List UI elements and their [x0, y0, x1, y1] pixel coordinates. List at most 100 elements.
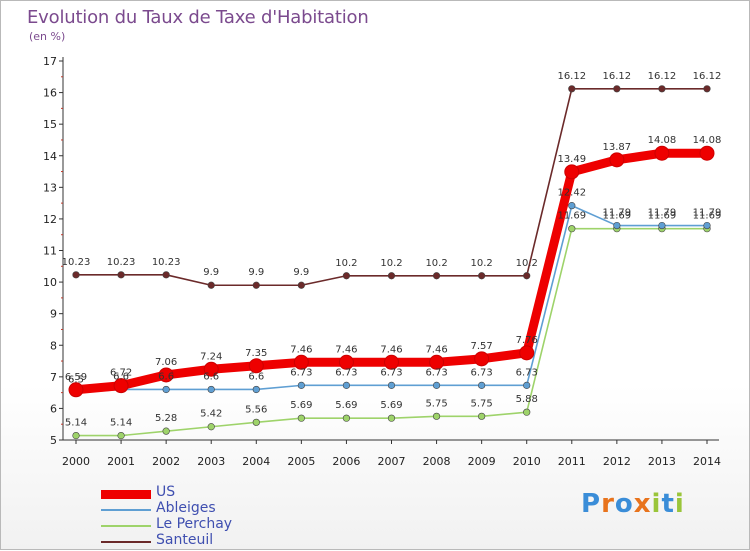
- x-tick-label: 2006: [332, 455, 360, 468]
- data-label-ableiges: 6.73: [471, 367, 493, 378]
- legend-item: Le Perchay: [101, 516, 321, 534]
- data-point-us: [384, 354, 399, 370]
- y-tick-label: 14: [43, 150, 57, 163]
- data-point-santeuil: [568, 85, 576, 93]
- legend-label: Ableiges: [156, 500, 216, 516]
- data-label-le-perchay: 5.14: [110, 418, 132, 429]
- data-point-le-perchay: [72, 431, 80, 440]
- x-tick-label: 2005: [287, 455, 315, 468]
- y-tick-label: 8: [50, 339, 57, 352]
- data-label-ableiges: 6.73: [335, 367, 357, 378]
- data-point-santeuil: [703, 85, 711, 93]
- data-label-ableiges: 11.79: [648, 208, 677, 219]
- data-point-santeuil: [478, 272, 486, 280]
- data-label-ableiges: 6.73: [516, 367, 538, 378]
- series-line-santeuil: [75, 87, 708, 287]
- data-label-santeuil: 16.12: [557, 71, 586, 82]
- data-point-santeuil: [432, 272, 441, 280]
- legend-label: US: [156, 484, 176, 500]
- data-label-le-perchay: 5.69: [380, 400, 402, 411]
- y-tick-label: 10: [43, 276, 57, 289]
- legend-swatch: [101, 509, 151, 511]
- data-label-ableiges: 6.6: [203, 371, 219, 382]
- data-label-us: 7.57: [471, 341, 493, 352]
- x-tick-label: 2002: [152, 455, 180, 468]
- data-point-ableiges: [342, 381, 351, 389]
- data-point-le-perchay: [207, 423, 215, 431]
- data-point-us: [609, 152, 625, 168]
- logo-letter: P: [581, 489, 602, 519]
- data-point-santeuil: [117, 271, 125, 279]
- data-point-us: [68, 382, 84, 398]
- data-point-ableiges: [568, 202, 576, 210]
- data-label-santeuil: 10.2: [335, 258, 357, 269]
- data-point-us: [474, 351, 490, 367]
- proxiti-logo: Proxiti: [581, 489, 685, 519]
- x-tick-label: 2013: [648, 455, 676, 468]
- data-point-ableiges: [162, 385, 170, 394]
- data-point-us: [203, 361, 219, 377]
- data-point-santeuil: [162, 271, 170, 279]
- data-label-le-perchay: 5.75: [471, 398, 493, 409]
- logo-letter: i: [651, 489, 662, 519]
- data-point-santeuil: [207, 281, 215, 289]
- data-label-ableiges: 6.73: [290, 367, 312, 378]
- x-tick-label: 2007: [378, 455, 406, 468]
- data-label-le-perchay: 5.28: [155, 413, 177, 424]
- data-point-ableiges: [207, 385, 215, 394]
- data-point-ableiges: [703, 221, 711, 230]
- data-label-us: 6.59: [65, 372, 87, 383]
- x-tick-label: 2014: [693, 455, 721, 468]
- data-point-us: [699, 145, 715, 161]
- data-point-santeuil: [523, 272, 531, 280]
- data-label-us: 7.06: [155, 357, 177, 368]
- x-tick-label: 2008: [423, 455, 451, 468]
- data-label-le-perchay: 5.69: [290, 400, 312, 411]
- legend-item: Santeuil: [101, 532, 321, 550]
- data-label-le-perchay: 11.69: [648, 211, 677, 222]
- data-label-ableiges: 6.73: [425, 367, 447, 378]
- y-tick-label: 5: [50, 434, 57, 447]
- data-point-ableiges: [613, 221, 621, 230]
- legend-swatch: [101, 489, 151, 499]
- y-tick-label: 11: [43, 245, 57, 258]
- y-tick-label: 13: [43, 181, 57, 194]
- data-point-le-perchay: [523, 408, 531, 416]
- data-label-santeuil: 10.2: [516, 258, 538, 269]
- logo-letter: r: [601, 489, 615, 519]
- data-label-us: 6.72: [110, 368, 132, 379]
- data-label-santeuil: 10.23: [152, 257, 181, 268]
- data-point-ableiges: [297, 381, 305, 389]
- data-label-le-perchay: 11.69: [603, 211, 632, 222]
- data-label-us: 7.46: [380, 344, 402, 355]
- data-label-santeuil: 10.23: [107, 257, 136, 268]
- data-label-ableiges: 6.6: [248, 371, 264, 382]
- chart-title: Evolution du Taux de Taxe d'Habitation: [27, 7, 369, 28]
- data-point-le-perchay: [387, 414, 396, 422]
- data-label-santeuil: 9.9: [293, 267, 309, 278]
- y-tick-label: 15: [43, 118, 57, 131]
- data-label-ableiges: 6.73: [380, 367, 402, 378]
- x-tick-label: 2004: [242, 455, 270, 468]
- data-label-us: 7.46: [290, 344, 312, 355]
- data-label-santeuil: 16.12: [648, 71, 677, 82]
- data-point-us: [158, 367, 174, 383]
- x-tick-label: 2000: [62, 455, 90, 468]
- data-point-ableiges: [432, 381, 441, 389]
- data-label-le-perchay: 5.88: [516, 394, 538, 405]
- data-label-us: 7.46: [425, 344, 447, 355]
- data-label-santeuil: 16.12: [693, 71, 722, 82]
- data-point-le-perchay: [162, 427, 170, 435]
- logo-letter: o: [614, 489, 634, 519]
- data-label-le-perchay: 5.14: [65, 418, 87, 429]
- data-point-ableiges: [252, 385, 260, 394]
- data-point-le-perchay: [342, 414, 351, 422]
- data-label-ableiges: 11.79: [693, 208, 722, 219]
- data-point-santeuil: [613, 85, 621, 93]
- data-point-us: [429, 354, 445, 370]
- data-label-le-perchay: 5.75: [425, 398, 447, 409]
- y-tick-label: 12: [43, 213, 57, 226]
- data-label-us: 14.08: [648, 135, 677, 146]
